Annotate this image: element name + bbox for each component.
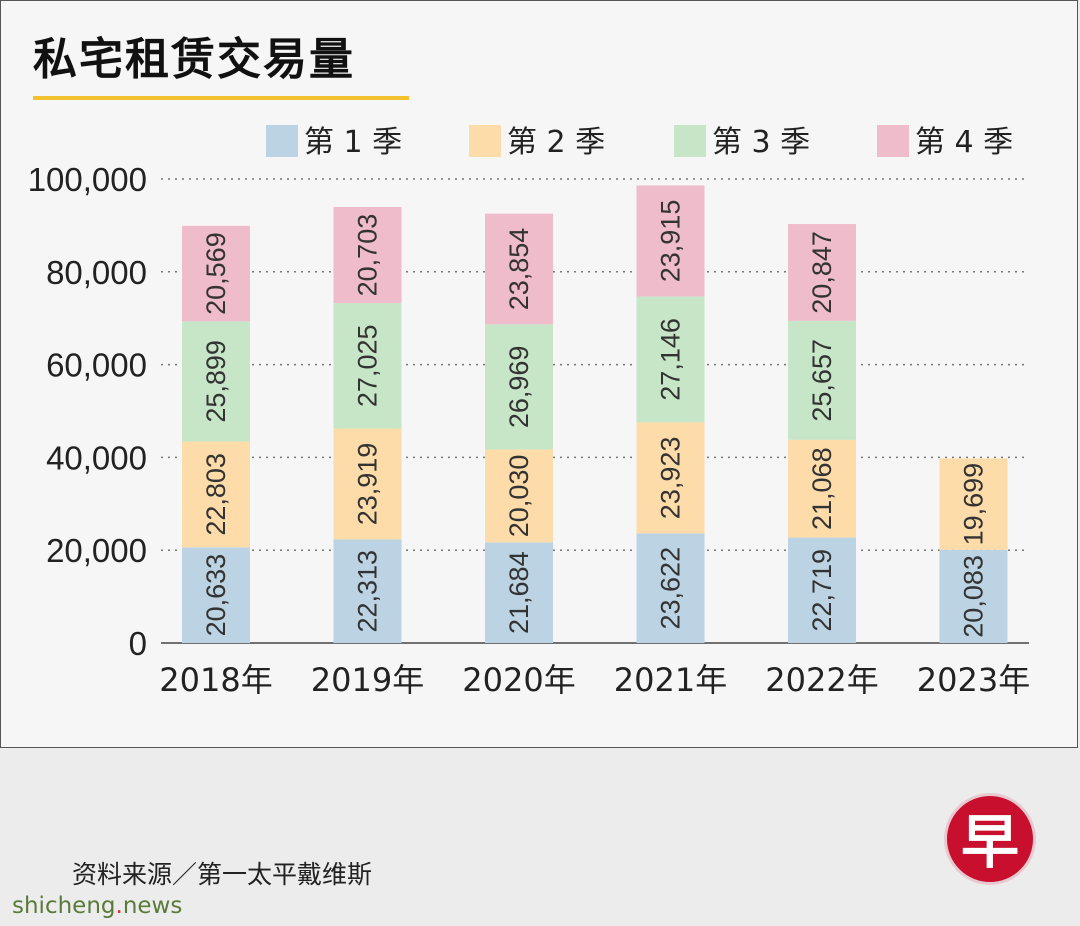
bar-segment <box>636 185 705 297</box>
data-label: 20,030 <box>504 455 534 538</box>
bar-segment <box>788 439 856 538</box>
y-tick-label: 80,000 <box>46 254 147 291</box>
data-label: 23,854 <box>504 228 534 311</box>
y-tick-label: 0 <box>129 625 147 662</box>
legend-swatch <box>674 125 706 157</box>
bar-segment <box>485 542 553 643</box>
data-label: 25,657 <box>807 339 837 422</box>
y-tick-label: 100,000 <box>28 161 147 198</box>
data-label: 22,719 <box>807 549 837 632</box>
legend-label: 第 4 季 <box>915 125 1013 160</box>
bar-segment <box>788 224 856 321</box>
data-label: 23,919 <box>353 443 383 526</box>
data-label: 19,699 <box>959 463 989 546</box>
stacked-bar-chart: 0 20,000 40,000 60,000 80,000 100,000 第 1 季 第 2… <box>28 125 1030 699</box>
data-label: 20,633 <box>201 554 231 637</box>
bar-segment <box>182 441 250 548</box>
bar-segment <box>636 533 705 643</box>
x-tick-label: 2019年 <box>311 661 424 699</box>
y-tick-label: 40,000 <box>46 439 147 476</box>
bar-segment <box>485 324 553 450</box>
legend-label: 第 1 季 <box>304 125 402 160</box>
bar-segment <box>788 537 856 643</box>
x-tick-label: 2022年 <box>765 661 878 699</box>
data-label: 23,923 <box>656 437 686 520</box>
title-underline <box>33 96 409 100</box>
bar-segment <box>182 321 250 442</box>
bar-segment <box>333 303 402 429</box>
bar-segment <box>485 213 553 325</box>
legend-swatch <box>469 125 501 157</box>
x-tick-label: 2023年 <box>917 661 1030 699</box>
x-tick-label: 2021年 <box>614 661 727 699</box>
legend-label: 第 3 季 <box>712 125 810 160</box>
bar-segment <box>333 539 402 643</box>
watermark-pre: shicheng <box>12 893 116 919</box>
legend-label: 第 2 季 <box>507 125 605 160</box>
data-label: 23,915 <box>656 200 686 283</box>
data-label: 23,622 <box>656 547 686 630</box>
watermark-dot: . <box>115 893 123 919</box>
data-label: 27,146 <box>656 318 686 401</box>
bar-segment <box>939 549 1008 643</box>
data-label: 27,025 <box>353 324 383 407</box>
chart-title: 私宅租赁交易量 <box>33 34 355 85</box>
x-tick-label: 2018年 <box>159 661 272 699</box>
data-label: 26,969 <box>504 346 534 429</box>
data-label: 22,803 <box>201 453 231 536</box>
bar-segment <box>636 296 705 423</box>
data-label: 22,313 <box>353 550 383 633</box>
bar-segment <box>333 207 402 304</box>
data-label: 25,899 <box>201 340 231 423</box>
watermark: shicheng.news <box>12 893 182 919</box>
bar-segment <box>333 428 402 540</box>
bar-segment <box>485 449 553 543</box>
data-label: 21,684 <box>504 551 534 634</box>
chart-panel: 私宅租赁交易量 0 20,000 40,000 60,000 80,000 100,000… <box>0 0 1078 748</box>
watermark-post: news <box>122 893 183 919</box>
source-note: 资料来源／第一太平戴维斯 <box>72 860 373 889</box>
y-tick-label: 60,000 <box>46 347 147 384</box>
data-label: 20,847 <box>807 231 837 314</box>
data-label: 21,068 <box>807 447 837 530</box>
bar-segment <box>182 547 250 643</box>
data-label: 20,569 <box>201 232 231 315</box>
bar-segment <box>636 422 705 534</box>
legend-swatch <box>266 125 298 157</box>
x-tick-label: 2020年 <box>462 661 575 699</box>
data-label: 20,703 <box>353 214 383 297</box>
bar-segment <box>182 225 250 322</box>
lianhe-zaobao-logo: 早 <box>944 793 1036 885</box>
data-label: 20,083 <box>959 555 989 638</box>
bar-segment <box>788 320 856 440</box>
bar-segment <box>939 458 1008 550</box>
legend-swatch <box>877 125 909 157</box>
y-tick-label: 20,000 <box>46 532 147 569</box>
